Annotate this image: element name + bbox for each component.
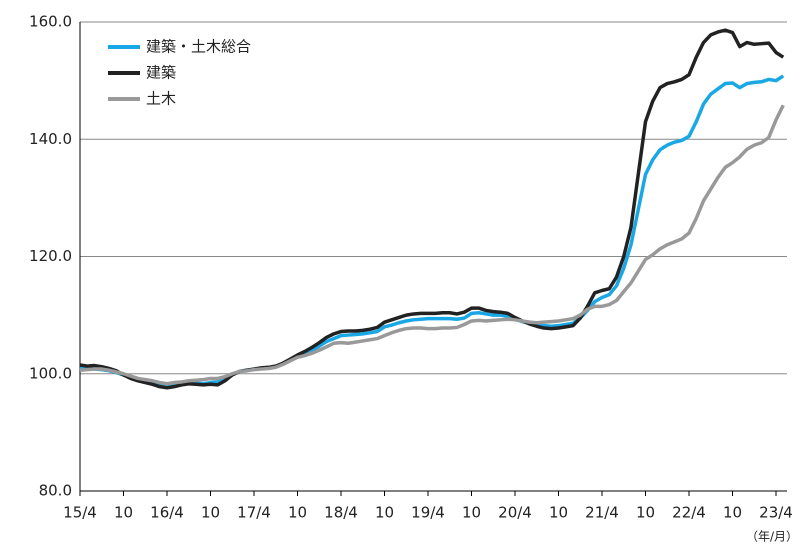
series-line (79, 74, 785, 388)
x-tick-label: 15/4 (63, 504, 97, 522)
y-tick-label: 100.0 (29, 364, 72, 382)
x-tick-label: 16/4 (150, 504, 184, 522)
x-tick-label: 10 (636, 504, 655, 522)
y-tick-label: 120.0 (29, 247, 72, 265)
y-tick-label: 80.0 (39, 482, 72, 500)
legend-label: 建築 (146, 64, 176, 82)
x-tick-label: 10 (723, 504, 742, 522)
x-tick-label: 22/4 (672, 504, 706, 522)
legend-label: 建築・土木総合 (146, 38, 251, 56)
x-tick-label: 10 (549, 504, 568, 522)
x-tick-label: 10 (375, 504, 394, 522)
x-tick-label: 10 (288, 504, 307, 522)
x-tick-label: 10 (114, 504, 133, 522)
series-line (79, 104, 785, 386)
x-tick-label: 23/4 (759, 504, 793, 522)
x-tick-label: 10 (462, 504, 481, 522)
x-tick-label: 19/4 (411, 504, 445, 522)
series-line (79, 28, 785, 390)
x-tick-label: 18/4 (324, 504, 358, 522)
x-axis-label: （年/月） (746, 530, 798, 544)
y-tick-label: 160.0 (29, 13, 72, 31)
legend-label: 土木 (146, 90, 176, 108)
x-tick-label: 20/4 (498, 504, 532, 522)
x-tick-label: 17/4 (237, 504, 271, 522)
x-tick-label: 10 (201, 504, 220, 522)
y-tick-label: 140.0 (29, 130, 72, 148)
x-tick-label: 21/4 (585, 504, 619, 522)
